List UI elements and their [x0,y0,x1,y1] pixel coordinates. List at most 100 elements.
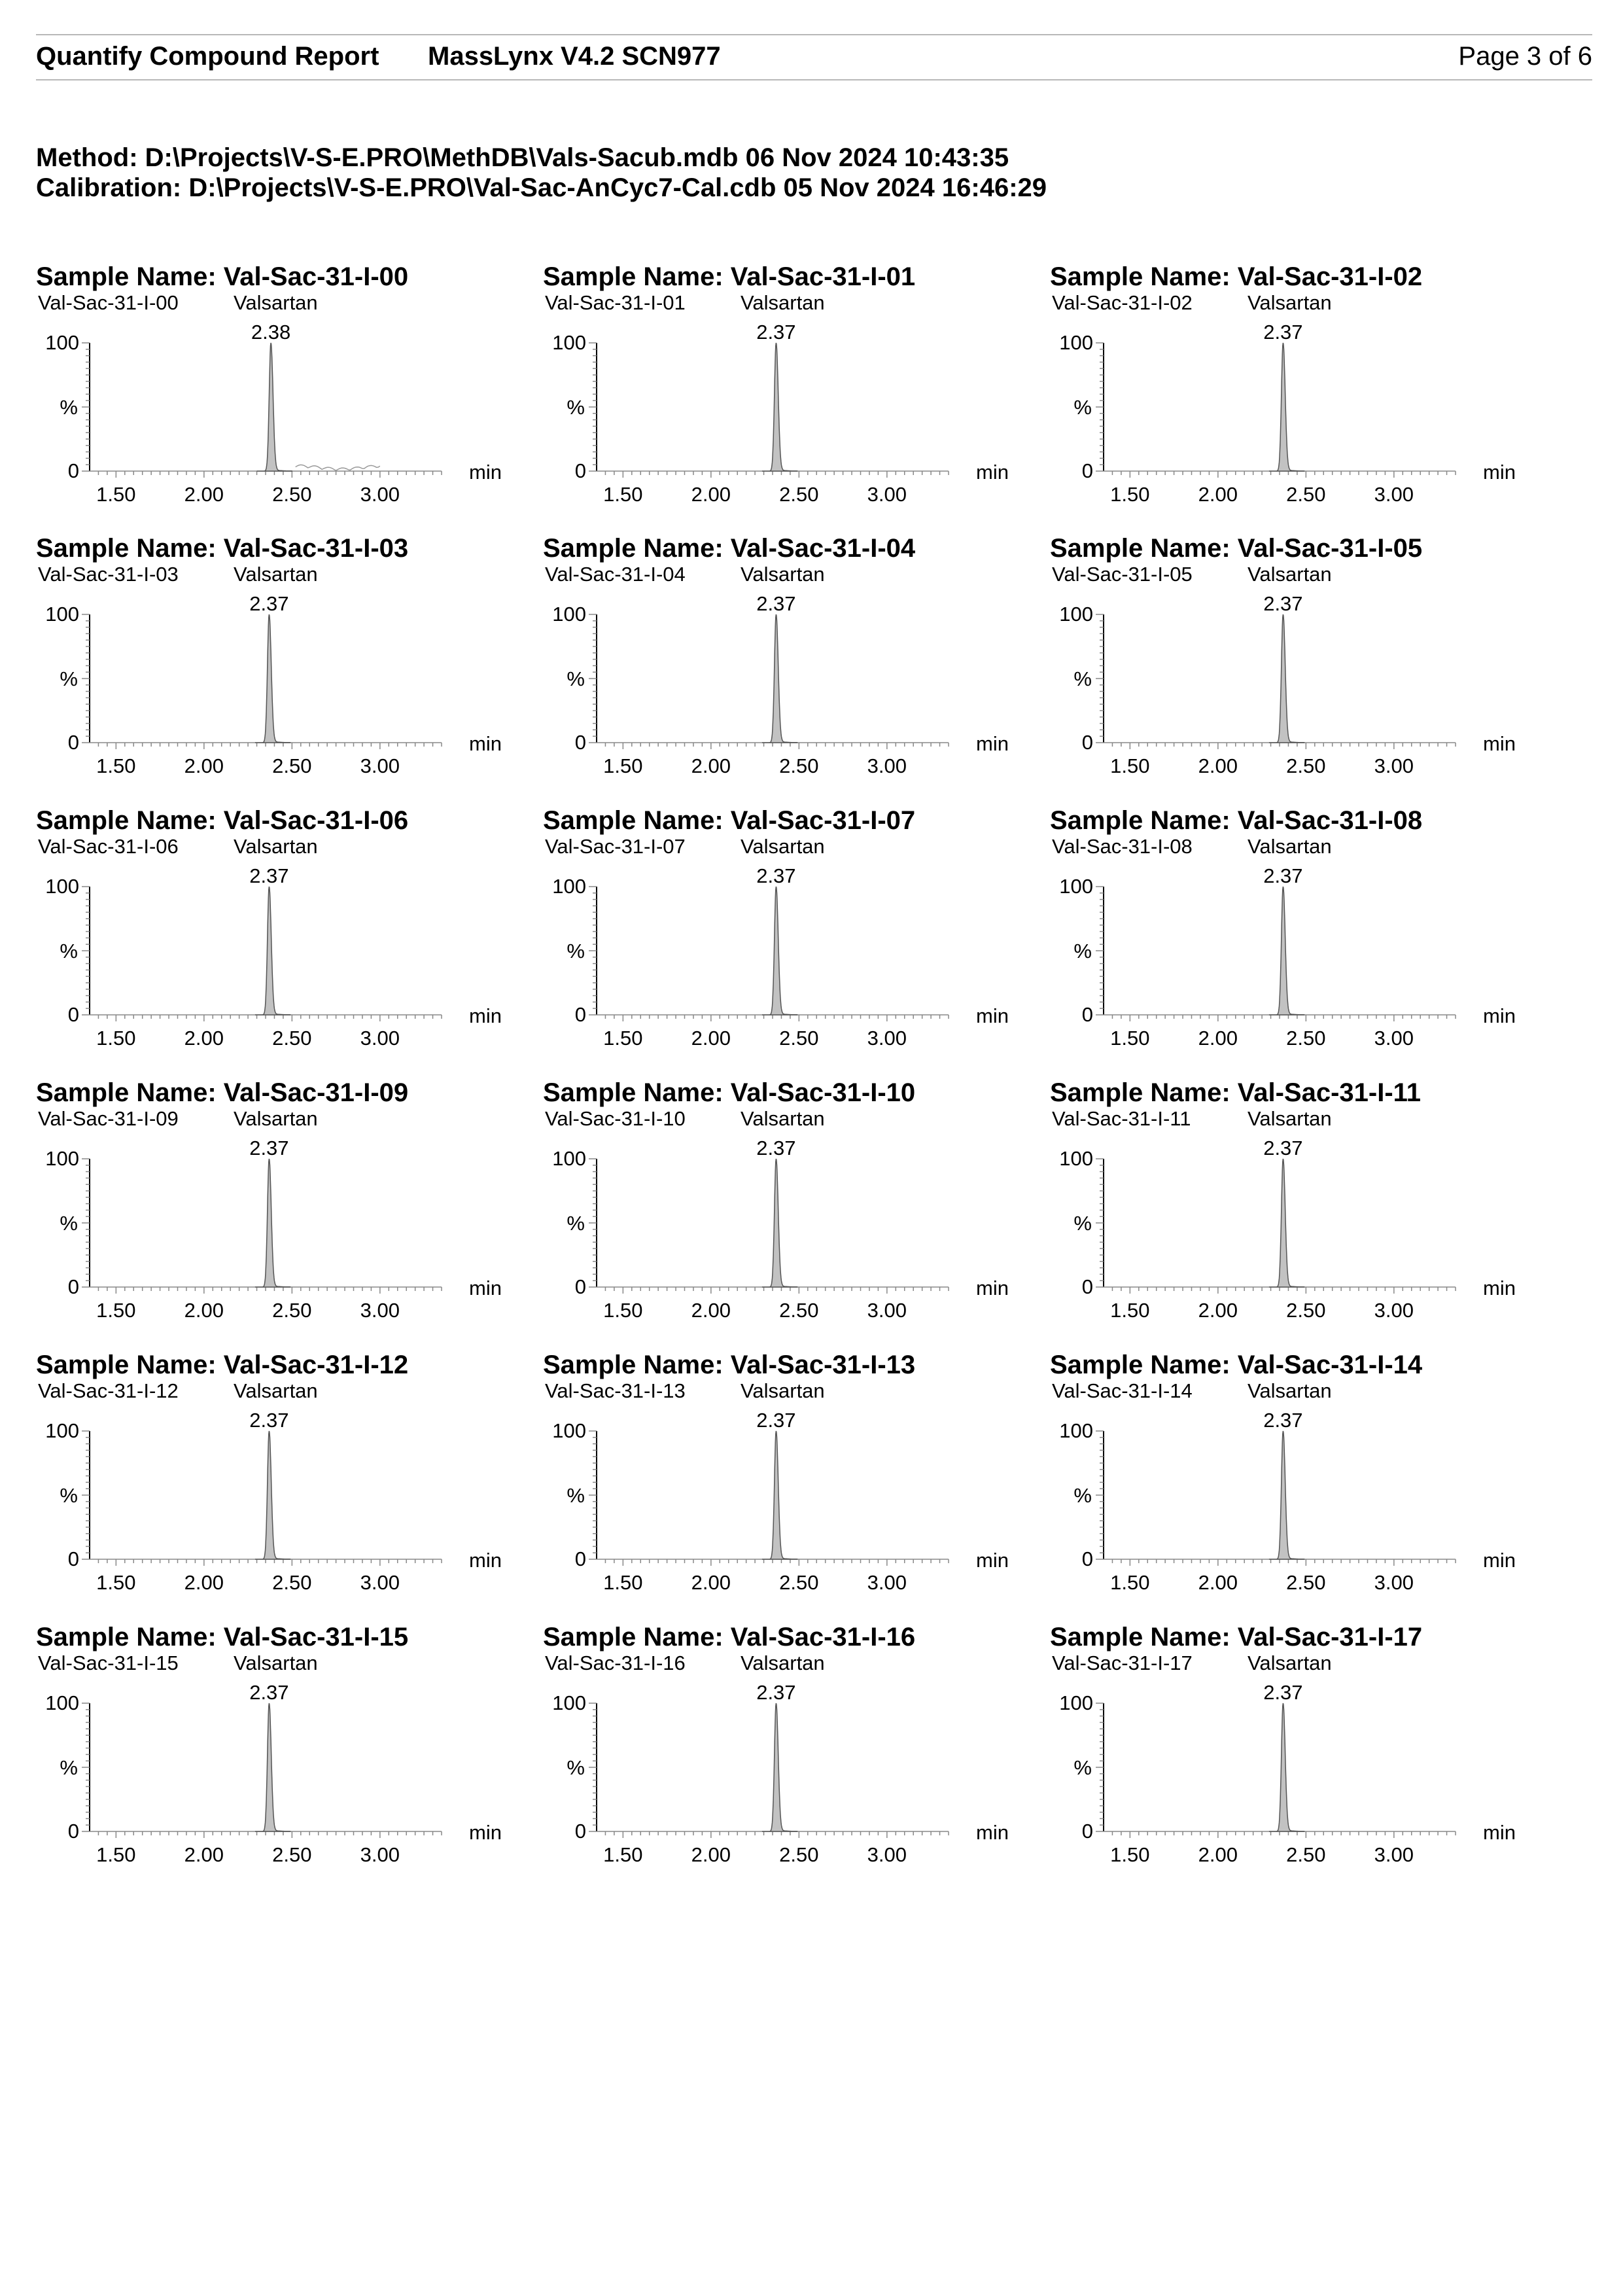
trace-label: Val-Sac-31-I-00 [38,291,179,314]
compound-label: Valsartan [1248,835,1332,858]
chromatogram-panel: Sample Name: Val-Sac-31-I-09 Val-Sac-31-I… [36,1078,533,1326]
x-tick-label: 2.50 [1286,1027,1325,1050]
peak-area [761,342,798,472]
retention-time-label: 2.37 [249,1681,288,1704]
x-tick-label: 1.50 [1110,1843,1149,1866]
x-tick-label: 3.00 [360,1843,400,1866]
x-tick-label: 1.50 [603,1027,642,1050]
x-tick-label: 1.50 [96,483,135,506]
x-unit-label: min [469,732,502,755]
chromatogram-plot: 100% 0 1.50 2.00 2.50 3.00 min 2.37 [1059,1681,1516,1866]
retention-time-label: 2.37 [249,592,288,615]
x-tick-label: 1.50 [1110,1027,1149,1050]
x-tick-label: 2.00 [184,1843,224,1866]
trace-label: Val-Sac-31-I-15 [38,1651,179,1674]
sample-name-title: Sample Name: Val-Sac-31-I-06 [36,806,409,835]
x-tick-label: 1.50 [1110,754,1149,777]
peak-area [254,614,291,743]
y-label-0: 0 [1082,1547,1093,1570]
y-label-percent: % [1073,940,1092,963]
x-tick-label: 3.00 [360,754,400,777]
retention-time-label: 2.37 [1263,1137,1302,1159]
x-tick-label: 2.00 [691,754,731,777]
x-tick-label: 3.00 [1374,1843,1414,1866]
trace-label: Val-Sac-31-I-03 [38,563,179,586]
chromatogram-panel: Sample Name: Val-Sac-31-I-10 Val-Sac-31-I… [543,1078,1040,1326]
compound-label: Valsartan [741,1379,825,1402]
chromatogram-panel: Sample Name: Val-Sac-31-I-12 Val-Sac-31-I… [36,1350,533,1598]
x-tick-label: 1.50 [1110,483,1149,506]
sample-name-title: Sample Name: Val-Sac-31-I-02 [1050,262,1423,291]
chromatogram-panel: Sample Name: Val-Sac-31-I-02 Val-Sac-31-I… [1050,262,1547,510]
compound-label: Valsartan [234,1107,318,1130]
x-tick-label: 3.00 [360,1027,400,1050]
x-tick-label: 1.50 [1110,1299,1149,1322]
y-label-100: 100 [45,603,79,626]
y-label-0: 0 [575,1003,586,1026]
chromatogram-panel: Sample Name: Val-Sac-31-I-07 Val-Sac-31-I… [543,805,1040,1054]
x-tick-label: 3.00 [360,1571,400,1594]
chromatogram-plot: 100% 0 1.50 2.00 2.50 3.00 min 2.37 [1059,321,1516,506]
compound-label: Valsartan [234,563,318,586]
x-unit-label: min [469,1549,502,1572]
chromatogram-plot: 100% 0 1.50 2.00 2.50 3.00 min 2.37 [1059,592,1516,777]
sample-name-title: Sample Name: Val-Sac-31-I-12 [36,1351,409,1379]
x-tick-label: 3.00 [1374,483,1414,506]
x-tick-label: 2.00 [691,483,731,506]
x-tick-label: 2.00 [691,1027,731,1050]
x-unit-label: min [469,461,502,484]
chromatogram-plot: 100% 0 1.50 2.00 2.50 3.00 min 2.37 [552,1137,1009,1322]
trace-label: Val-Sac-31-I-10 [545,1107,686,1130]
y-label-percent: % [1073,1212,1092,1235]
chromatogram-panel: Sample Name: Val-Sac-31-I-06 Val-Sac-31-I… [36,805,533,1054]
peak-area [761,886,798,1016]
x-tick-label: 1.50 [96,1571,135,1594]
x-tick-label: 2.00 [691,1571,731,1594]
y-label-percent: % [1073,1484,1092,1507]
retention-time-label: 2.37 [249,1137,288,1159]
x-tick-label: 2.00 [184,1571,224,1594]
x-tick-label: 2.00 [691,1299,731,1322]
chromatogram-plot: 100% 0 1.50 2.00 2.50 3.00 min 2.37 [45,864,502,1050]
x-tick-label: 3.00 [1374,754,1414,777]
compound-label: Valsartan [741,563,825,586]
x-tick-label: 2.50 [779,1843,818,1866]
x-tick-label: 1.50 [603,1299,642,1322]
y-label-0: 0 [575,459,586,482]
peak-area [256,342,293,472]
y-label-percent: % [60,1212,78,1235]
trace-label: Val-Sac-31-I-04 [545,563,686,586]
chromatogram-panel: Sample Name: Val-Sac-31-I-05 Val-Sac-31-I… [1050,533,1547,782]
x-tick-label: 2.50 [272,1843,311,1866]
trace-label: Val-Sac-31-I-08 [1052,835,1193,858]
peak-area [1268,886,1305,1016]
x-tick-label: 3.00 [1374,1299,1414,1322]
chromatogram-panel: Sample Name: Val-Sac-31-I-11 Val-Sac-31-I… [1050,1078,1547,1326]
x-unit-label: min [469,1277,502,1299]
chromatogram-plot: 100% 0 1.50 2.00 2.50 3.00 min 2.37 [552,1409,1009,1594]
sample-name-title: Sample Name: Val-Sac-31-I-14 [1050,1351,1423,1379]
x-tick-label: 1.50 [603,1571,642,1594]
peak-area [1268,1703,1305,1832]
y-label-percent: % [1073,1756,1092,1779]
y-label-100: 100 [1059,875,1093,898]
peak-area [761,1703,798,1832]
chromatogram-panel: Sample Name: Val-Sac-31-I-08 Val-Sac-31-I… [1050,805,1547,1054]
retention-time-label: 2.38 [251,321,290,344]
retention-time-label: 2.37 [249,864,288,887]
y-label-0: 0 [1082,1003,1093,1026]
sample-name-title: Sample Name: Val-Sac-31-I-09 [36,1078,409,1107]
x-tick-label: 2.00 [1198,1299,1238,1322]
peak-area [254,1158,291,1288]
y-label-percent: % [60,396,78,419]
sample-name-title: Sample Name: Val-Sac-31-I-16 [543,1623,916,1651]
method-line: Method: D:\Projects\V-S-E.PRO\MethDB\Val… [36,143,1009,172]
compound-label: Valsartan [1248,1379,1332,1402]
x-tick-label: 2.00 [184,1299,224,1322]
chromatogram-plot: 100% 0 1.50 2.00 2.50 3.00 min 2.37 [45,1681,502,1866]
x-tick-label: 2.00 [184,483,224,506]
x-tick-label: 2.50 [779,1027,818,1050]
y-label-100: 100 [45,1419,79,1442]
y-label-0: 0 [68,459,79,482]
compound-label: Valsartan [234,1379,318,1402]
